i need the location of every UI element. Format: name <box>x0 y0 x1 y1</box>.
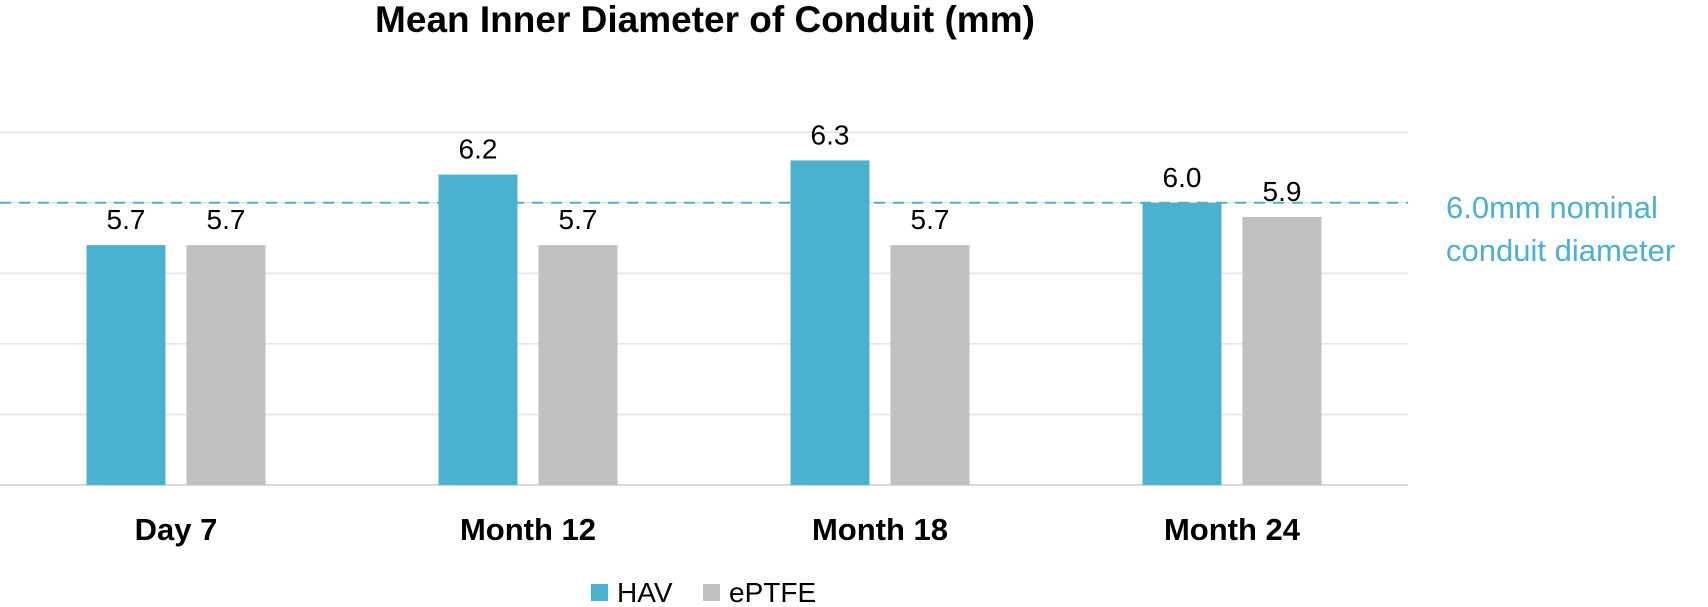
bar-eptfe-month-18 <box>890 245 970 485</box>
legend-swatch-hav <box>591 584 608 601</box>
reference-line-label: 6.0mm nominal <box>1446 190 1658 225</box>
category-labels: Day 7 Month 12 Month 18 Month 24 <box>135 512 1301 547</box>
legend-label-eptfe: ePTFE <box>729 577 816 607</box>
data-label: 5.7 <box>207 204 246 235</box>
reference-line-group: 6.0mm nominal conduit diameter <box>0 190 1675 268</box>
data-label: 5.7 <box>107 204 146 235</box>
data-label: 5.9 <box>1263 176 1302 207</box>
category-label: Month 24 <box>1164 512 1301 547</box>
bar-eptfe-month-24 <box>1242 216 1322 485</box>
category-label: Month 12 <box>460 512 596 547</box>
category-label: Day 7 <box>135 512 218 547</box>
chart-title: Mean Inner Diameter of Conduit (mm) <box>375 0 1035 40</box>
data-label: 5.7 <box>911 204 950 235</box>
legend: HAV ePTFE <box>591 577 816 607</box>
bar-eptfe-month-12 <box>538 245 618 485</box>
reference-line-label: conduit diameter <box>1446 233 1675 268</box>
bar-hav-month-12 <box>438 174 518 486</box>
data-label: 6.2 <box>459 134 498 165</box>
category-label: Month 18 <box>812 512 948 547</box>
data-label: 5.7 <box>559 204 598 235</box>
legend-label-hav: HAV <box>617 577 673 607</box>
legend-swatch-eptfe <box>703 584 720 601</box>
bar-eptfe-day-7 <box>186 245 266 485</box>
bar-hav-month-18 <box>790 160 870 485</box>
bar-hav-day-7 <box>86 245 166 485</box>
bars <box>86 160 1322 486</box>
data-label: 6.3 <box>811 119 850 150</box>
bar-hav-month-24 <box>1142 202 1222 485</box>
data-labels: 5.7 5.7 6.2 5.7 6.3 5.7 6.0 5.9 <box>107 119 1302 235</box>
data-label: 6.0 <box>1163 162 1202 193</box>
